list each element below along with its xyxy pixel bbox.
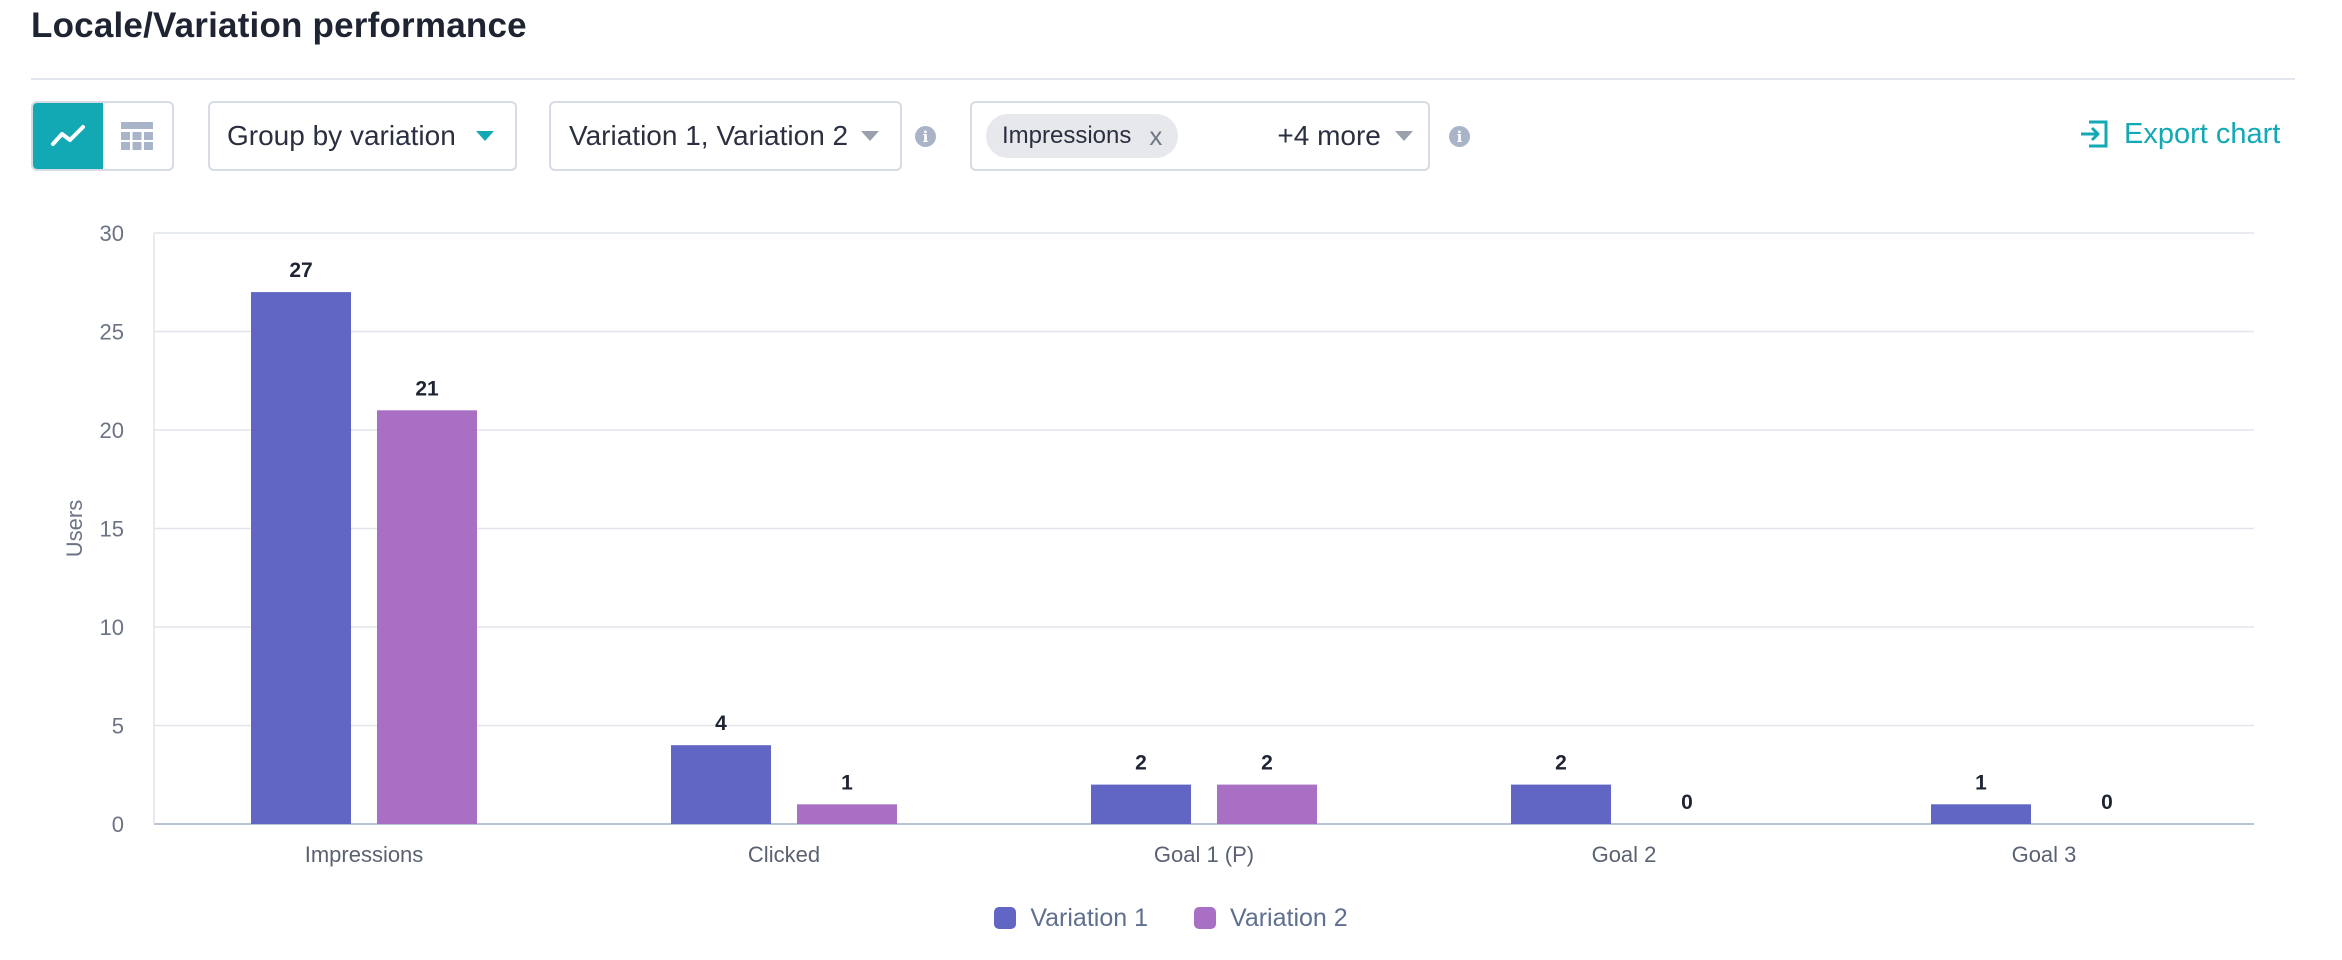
- remove-chip-icon[interactable]: x: [1149, 121, 1163, 151]
- y-tick-label: 30: [100, 221, 124, 246]
- x-tick-label: Impressions: [305, 842, 424, 867]
- bar-1: [671, 745, 771, 824]
- group-by-dropdown[interactable]: Group by variation: [208, 101, 517, 171]
- variations-dropdown[interactable]: Variation 1, Variation 2: [549, 101, 902, 171]
- y-tick-label: 25: [100, 320, 124, 345]
- x-tick-label: Clicked: [748, 842, 820, 867]
- data-label: 0: [1681, 791, 1693, 814]
- data-label: 0: [2101, 791, 2113, 814]
- legend-label-variation-1: Variation 1: [1030, 903, 1148, 932]
- data-label: 4: [715, 712, 727, 735]
- bar-2: [377, 410, 477, 824]
- data-label: 1: [1975, 771, 1987, 794]
- toolbar: Group by variation Variation 1, Variatio…: [0, 0, 2342, 180]
- data-label: 2: [1135, 752, 1147, 775]
- chevron-down-icon: [861, 131, 880, 141]
- x-tick-label: Goal 3: [2012, 842, 2077, 867]
- bar-2: [1217, 784, 1317, 824]
- bar-1: [1091, 784, 1191, 824]
- variations-label: Variation 1, Variation 2: [569, 120, 849, 151]
- data-label: 2: [1261, 752, 1273, 775]
- legend-swatch-variation-1: [994, 907, 1017, 929]
- bar-chart: 051015202530Users2721Impressions41Clicke…: [62, 221, 2254, 867]
- variations-info-icon[interactable]: i: [915, 126, 936, 147]
- export-chart-button[interactable]: Export chart: [2078, 112, 2280, 156]
- metric-chip-label: Impressions: [1002, 122, 1132, 149]
- bar-1: [1931, 804, 2031, 824]
- more-metrics-label: +4 more: [1277, 120, 1381, 151]
- y-tick-label: 15: [100, 517, 124, 542]
- line-chart-icon: [50, 125, 85, 146]
- metric-chip: Impressions x: [986, 114, 1179, 158]
- chart-area: 0 5 10 15 20 25 30 Users 27 21 Impressions 4 1 Clicke…: [0, 200, 2342, 960]
- bar-2: [797, 804, 897, 824]
- legend-swatch-variation-2: [1194, 907, 1216, 929]
- view-toggle: [31, 101, 174, 171]
- group-by-label: Group by variation: [227, 120, 456, 151]
- export-icon: [2081, 120, 2108, 148]
- y-tick-label: 20: [100, 418, 124, 443]
- y-tick-label: 10: [100, 615, 124, 640]
- bar-1: [1511, 784, 1611, 824]
- chart-view-button[interactable]: [33, 103, 103, 169]
- legend-item-variation-1[interactable]: Variation 1: [994, 904, 1148, 933]
- data-label: 1: [841, 771, 853, 794]
- metrics-dropdown[interactable]: Impressions x +4 more: [970, 101, 1430, 171]
- y-axis-label: Users: [62, 500, 87, 557]
- chevron-down-icon: [1394, 131, 1413, 141]
- title-divider: [31, 78, 2295, 80]
- data-label: 27: [289, 259, 312, 282]
- x-tick-label: Goal 1 (P): [1154, 842, 1254, 867]
- x-tick-label: Goal 2: [1592, 842, 1657, 867]
- data-label: 2: [1555, 752, 1567, 775]
- y-tick-label: 5: [112, 714, 124, 739]
- chart-legend: Variation 1 Variation 2: [0, 898, 2342, 938]
- metrics-info-icon[interactable]: i: [1449, 126, 1470, 147]
- data-label: 21: [415, 377, 439, 400]
- table-view-button[interactable]: [103, 103, 173, 169]
- page-title: Locale/Variation performance: [31, 6, 527, 45]
- legend-item-variation-2[interactable]: Variation 2: [1194, 904, 1348, 933]
- legend-label-variation-2: Variation 2: [1230, 903, 1348, 932]
- table-icon: [121, 122, 154, 150]
- chevron-down-icon: [475, 131, 494, 141]
- export-chart-label: Export chart: [2124, 117, 2281, 150]
- bar-1: [251, 292, 351, 825]
- y-tick-label: 0: [112, 812, 124, 837]
